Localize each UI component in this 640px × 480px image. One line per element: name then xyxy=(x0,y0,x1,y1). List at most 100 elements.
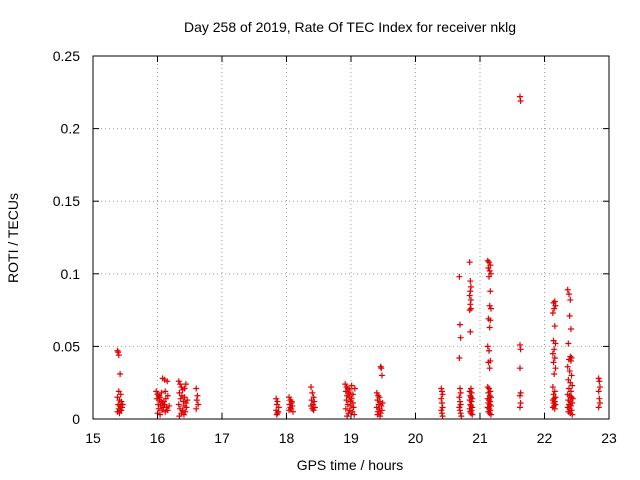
y-tick-label: 0.15 xyxy=(53,193,80,209)
data-point xyxy=(166,402,173,409)
data-point xyxy=(349,391,356,398)
data-point xyxy=(469,411,476,418)
data-point xyxy=(568,407,575,414)
data-point xyxy=(466,292,473,299)
data-point xyxy=(551,346,558,353)
data-point xyxy=(467,394,474,401)
data-point xyxy=(311,398,318,405)
data-point xyxy=(566,291,573,298)
data-point xyxy=(273,411,280,418)
data-point xyxy=(287,404,294,411)
data-point xyxy=(286,407,293,414)
data-point xyxy=(162,388,169,395)
data-point xyxy=(466,307,473,314)
data-point xyxy=(595,404,602,411)
data-point xyxy=(155,405,162,412)
y-tick-label: 0.05 xyxy=(53,338,80,354)
data-point xyxy=(552,302,559,309)
data-point xyxy=(567,357,574,364)
data-point xyxy=(377,413,384,420)
data-point xyxy=(467,283,474,290)
data-point xyxy=(467,402,474,409)
data-point xyxy=(549,310,556,317)
data-point xyxy=(486,365,493,372)
data-point xyxy=(467,385,474,392)
data-point xyxy=(467,278,474,285)
data-point xyxy=(438,395,445,402)
data-point xyxy=(566,312,573,319)
data-point xyxy=(457,385,464,392)
data-point xyxy=(569,411,576,418)
data-point xyxy=(564,363,571,370)
data-point xyxy=(487,317,494,324)
data-point xyxy=(178,384,185,391)
data-point xyxy=(193,385,200,392)
data-point xyxy=(551,305,558,312)
data-point xyxy=(517,98,524,105)
data-series xyxy=(114,93,603,420)
data-point xyxy=(457,407,464,414)
data-point xyxy=(115,352,122,359)
chart-title: Day 258 of 2019, Rate Of TEC Index for r… xyxy=(184,19,516,35)
data-point xyxy=(378,372,385,379)
grid-lines xyxy=(93,56,609,419)
data-point xyxy=(288,400,295,407)
data-point xyxy=(485,389,492,396)
data-point xyxy=(377,410,384,417)
data-point xyxy=(117,370,124,377)
y-tick-label: 0 xyxy=(72,411,80,427)
data-point xyxy=(467,296,474,303)
data-point xyxy=(487,305,494,312)
data-point xyxy=(484,343,491,350)
data-point xyxy=(551,370,558,377)
data-point xyxy=(567,402,574,409)
data-point xyxy=(181,385,188,392)
data-point xyxy=(351,385,358,392)
data-point xyxy=(486,302,493,309)
data-point xyxy=(373,389,380,396)
data-point xyxy=(595,388,602,395)
data-point xyxy=(467,328,474,335)
data-point xyxy=(438,388,445,395)
data-point xyxy=(183,404,190,411)
data-point xyxy=(467,301,474,308)
data-point xyxy=(550,359,557,366)
data-point xyxy=(194,392,201,399)
data-point xyxy=(456,273,463,280)
data-point xyxy=(468,389,475,396)
data-point xyxy=(182,408,189,415)
x-tick-label: 19 xyxy=(343,430,359,446)
data-point xyxy=(596,378,603,385)
data-point xyxy=(564,286,571,293)
data-point xyxy=(348,395,355,402)
data-point xyxy=(273,395,280,402)
data-point xyxy=(457,410,464,417)
data-point xyxy=(467,305,474,312)
data-point xyxy=(177,381,184,388)
data-point xyxy=(375,392,382,399)
data-point xyxy=(485,359,492,366)
y-axis-label: ROTI / TECUs xyxy=(5,193,21,283)
x-tick-label: 20 xyxy=(408,430,424,446)
data-point xyxy=(517,400,524,407)
data-point xyxy=(287,397,294,404)
data-point xyxy=(551,323,558,330)
data-point xyxy=(344,413,351,420)
data-point xyxy=(486,273,493,280)
data-point xyxy=(517,346,524,353)
data-point xyxy=(569,395,576,402)
data-point xyxy=(350,404,357,411)
data-point xyxy=(486,324,493,331)
data-point xyxy=(342,381,349,388)
data-point xyxy=(466,259,473,266)
y-tick-label: 0.1 xyxy=(61,266,81,282)
data-point xyxy=(438,385,445,392)
data-point xyxy=(193,397,200,404)
data-point xyxy=(552,365,559,372)
data-point xyxy=(157,411,164,418)
data-point xyxy=(378,365,385,372)
data-point xyxy=(180,411,187,418)
data-point xyxy=(346,386,353,393)
data-point xyxy=(487,288,494,295)
